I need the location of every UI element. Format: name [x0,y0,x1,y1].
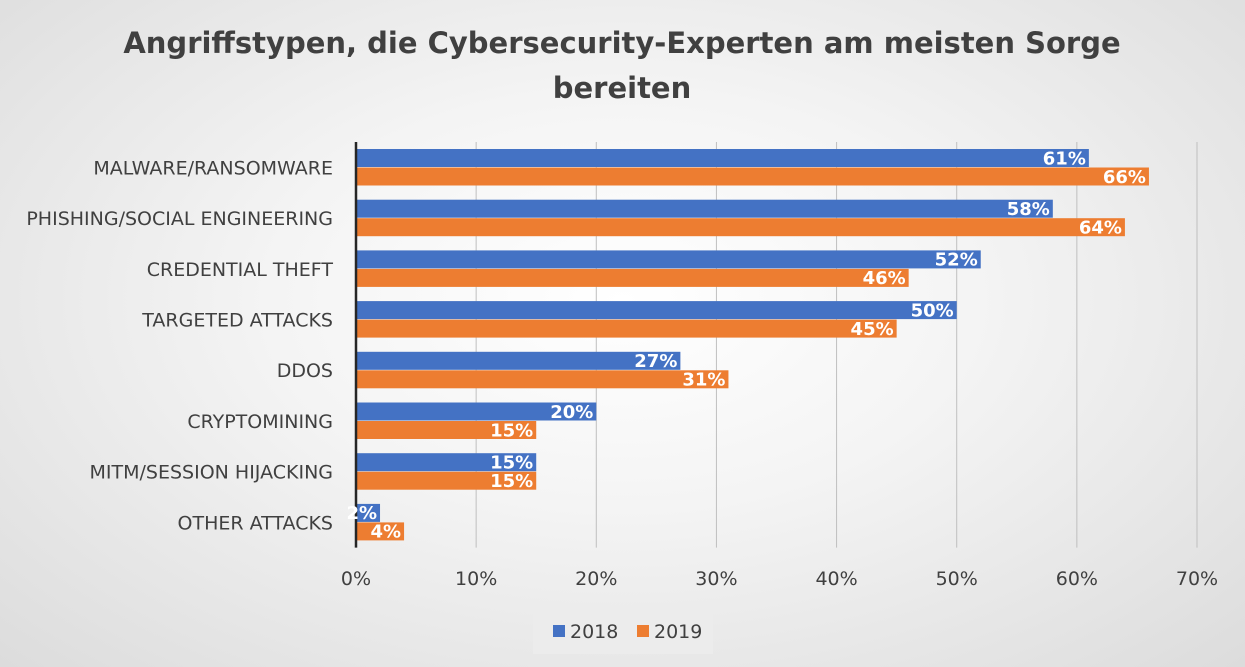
data-label-2019-2: 46% [863,268,906,289]
chart-title: Angriffstypen, die Cybersecurity-Experte… [123,26,1120,105]
bar-2018-5 [356,402,597,421]
chart-title-line-2: bereiten [553,71,692,105]
bar-2018-3 [356,301,957,320]
legend-label-2019: 2019 [654,621,702,643]
bar-2018-1 [356,199,1053,218]
bar-2019-1 [356,218,1125,237]
category-label-1: PHISHING/SOCIAL ENGINEERING [26,208,333,230]
category-label-6: MITM/SESSION HIJACKING [90,462,333,484]
category-label-3: TARGETED ATTACKS [141,309,333,331]
category-label-5: CRYPTOMINING [187,411,333,433]
x-tick-label-40: 40% [815,568,857,590]
x-tick-label-10: 10% [455,568,497,590]
x-tick-label-30: 30% [695,568,737,590]
bar-2019-7 [356,522,405,541]
data-label-2018-5: 20% [550,402,593,423]
bar-2019-3 [356,319,897,338]
x-tick-label-50: 50% [936,568,978,590]
data-label-2018-2: 52% [935,250,978,271]
data-label-2019-3: 45% [851,319,894,340]
data-label-2019-5: 15% [490,420,533,441]
bar-2019-2 [356,268,909,287]
data-label-2018-3: 50% [911,300,954,321]
x-tick-label-0: 0% [341,568,371,590]
x-tick-label-20: 20% [575,568,617,590]
data-label-2019-6: 15% [490,471,533,492]
data-label-2018-4: 27% [634,351,677,372]
bar-2019-4 [356,370,729,389]
chart-title-line-1: Angriffstypen, die Cybersecurity-Experte… [123,26,1120,60]
bar-2018-4 [356,351,681,370]
data-labels: 61%66%58%64%52%46%50%45%27%31%20%15%15%1… [346,148,1145,542]
category-label-4: DDOS [277,360,333,382]
category-labels: MALWARE/RANSOMWARE PHISHING/SOCIAL ENGINE… [26,157,333,534]
category-label-2: CREDENTIAL THEFT [147,259,334,281]
bar-2019-0 [356,167,1149,186]
data-label-2018-1: 58% [1007,199,1050,220]
legend: 2018 2019 [533,610,713,654]
x-tick-label-60: 60% [1056,568,1098,590]
bar-2019-6 [356,471,537,490]
data-label-2019-0: 66% [1103,167,1146,188]
category-label-0: MALWARE/RANSOMWARE [93,157,333,179]
data-label-2019-7: 4% [370,522,401,543]
category-label-7: OTHER ATTACKS [178,512,333,534]
legend-swatch-2018 [553,625,565,637]
bar-2019-5 [356,421,537,439]
x-tick-labels: 0% 10% 20% 30% 40% 50% 60% 70% [341,568,1218,590]
x-tick-label-70: 70% [1176,568,1218,590]
bars [356,149,1149,541]
data-label-2018-6: 15% [490,452,533,473]
data-label-2018-7: 2% [346,503,377,524]
data-label-2018-0: 61% [1043,148,1086,169]
bar-2018-6 [356,453,537,472]
legend-swatch-2019 [637,625,649,637]
data-label-2019-1: 64% [1079,217,1122,238]
bar-2018-7 [356,503,381,522]
data-label-2019-4: 31% [682,370,725,391]
bar-2018-2 [356,250,981,269]
bar-2018-0 [356,149,1089,167]
legend-label-2018: 2018 [570,621,618,643]
